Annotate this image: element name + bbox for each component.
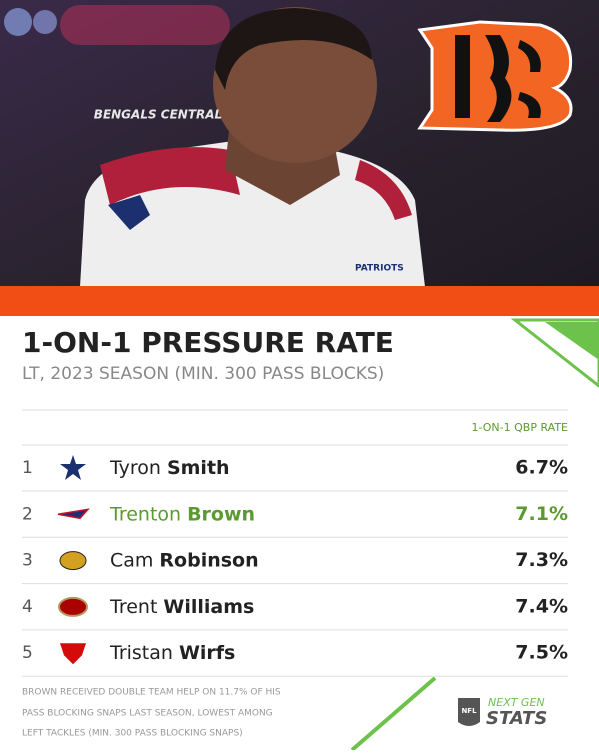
first-name: Trenton xyxy=(109,503,181,525)
panel xyxy=(0,316,599,750)
accent-bar xyxy=(0,286,599,316)
first-name: Cam xyxy=(110,549,153,571)
last-name: Smith xyxy=(167,457,230,479)
subtitle: LT, 2023 SEASON (MIN. 300 PASS BLOCKS) xyxy=(22,364,384,384)
player-name: Tyron Smith xyxy=(109,457,230,479)
rate: 7.5% xyxy=(515,642,568,664)
player-name: Trenton Brown xyxy=(109,503,255,525)
accent-stripe xyxy=(350,676,437,752)
last-name: Williams xyxy=(163,595,254,617)
accent-stripe xyxy=(545,322,599,360)
footnote: LEFT TACKLES (MIN. 300 PASS BLOCKING SNA… xyxy=(22,729,243,739)
player-name: Trent Williams xyxy=(109,595,254,617)
rate: 7.4% xyxy=(515,595,568,617)
team-icon xyxy=(60,643,86,665)
light xyxy=(33,10,57,34)
rank: 3 xyxy=(22,551,33,571)
logo-line2: STATS xyxy=(486,708,547,729)
last-name: Robinson xyxy=(159,549,258,571)
first-name: Trent xyxy=(109,595,157,617)
rate: 6.7% xyxy=(515,457,568,479)
last-name: Brown xyxy=(187,503,255,525)
table: 1 Tyron Smith 6.7% 2 Trenton Brown 7.1% 3 Cam Robi… xyxy=(22,444,568,677)
rank: 2 xyxy=(22,504,33,524)
team-icon xyxy=(58,596,88,617)
first-name: Tristan xyxy=(109,642,173,664)
jersey-stripe xyxy=(100,147,240,205)
rate: 7.1% xyxy=(515,503,568,525)
hair xyxy=(215,8,372,90)
stats-logo: NFL NEXT GEN STATS xyxy=(458,696,547,729)
rank: 4 xyxy=(22,597,33,617)
light xyxy=(60,5,230,45)
column-header: 1-ON-1 QBP RATE xyxy=(472,421,569,434)
footnote: BROWN RECEIVED DOUBLE TEAM HELP ON 11.7%… xyxy=(22,688,281,698)
title: 1-ON-1 PRESSURE RATE xyxy=(22,326,394,359)
logo-line1: NEXT GEN xyxy=(488,696,545,709)
light xyxy=(4,8,32,36)
rank: 1 xyxy=(22,458,33,478)
jersey-logo xyxy=(108,195,150,230)
rank: 5 xyxy=(22,643,33,663)
first-name: Tyron xyxy=(109,457,161,479)
jersey-stripe xyxy=(355,160,412,220)
team-icon xyxy=(59,551,87,571)
brand: BENGALS CENTRAL xyxy=(94,108,222,122)
league: NFL xyxy=(461,707,477,715)
team-icon xyxy=(60,455,86,480)
jersey-text: PATRIOTS xyxy=(355,264,404,274)
team-icon xyxy=(57,508,90,520)
footnote: PASS BLOCKING SNAPS LAST SEASON, LOWEST … xyxy=(22,709,273,719)
rate: 7.3% xyxy=(515,549,568,571)
player-name: Cam Robinson xyxy=(110,549,259,571)
team-logo xyxy=(417,20,573,132)
last-name: Wirfs xyxy=(179,642,235,664)
shield xyxy=(458,698,480,726)
player-name: Tristan Wirfs xyxy=(109,642,235,664)
